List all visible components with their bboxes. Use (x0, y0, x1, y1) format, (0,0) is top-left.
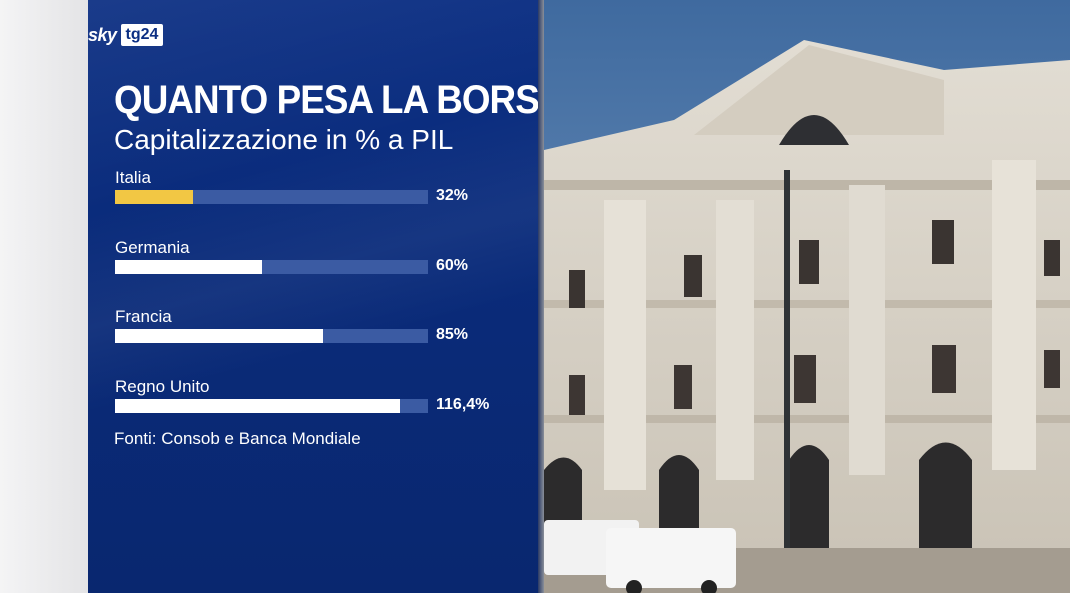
bar-regno-unito (115, 398, 400, 413)
value-label-regno-unito: 116,4% (436, 395, 490, 413)
category-label-regno-unito: Regno Unito (115, 376, 210, 396)
building-photo (544, 0, 1070, 593)
bar-francia (115, 329, 323, 343)
bar-chart: Italia 32% Germania 60% Francia 85% Regno Unit… (88, 0, 538, 593)
category-label-italia: Italia (115, 168, 151, 187)
left-background-strip (0, 0, 88, 593)
category-label-francia: Francia (115, 307, 172, 326)
chart-title: QUANTO PESA LA BORSA (114, 78, 565, 122)
logo-tg24-badge: tg24 (120, 24, 164, 46)
value-label-francia: 85% (436, 326, 469, 343)
infographic-panel (88, 0, 538, 593)
bar-italia (115, 190, 193, 204)
panel-sheen (88, 0, 538, 593)
bar-track-italia (115, 190, 428, 204)
chart-source: Fonti: Consob e Banca Mondiale (114, 429, 361, 448)
panel-divider (538, 0, 544, 593)
channel-logo: sky tg24 (88, 22, 164, 48)
value-label-germania: 60% (436, 256, 469, 274)
category-label-germania: Germania (115, 237, 190, 257)
value-label-italia: 32% (436, 187, 469, 204)
chart-subtitle: Capitalizzazione in % a PIL (114, 124, 454, 155)
bar-germania (115, 259, 262, 274)
logo-sky-text: sky (88, 24, 117, 45)
